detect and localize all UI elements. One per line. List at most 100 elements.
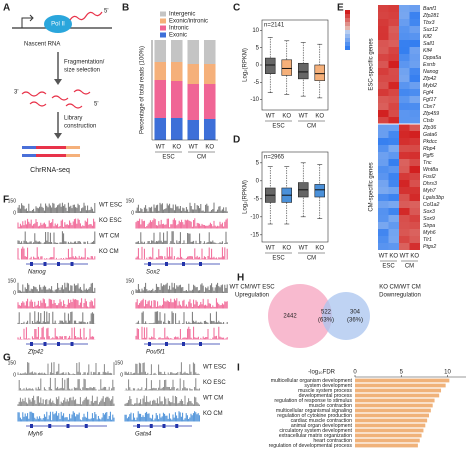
heatmap-cell: [388, 138, 399, 145]
signal-track: [17, 246, 96, 260]
heatmap-cell: [388, 166, 399, 173]
heatmap-cell: [388, 131, 399, 138]
heatmap-cell: [409, 159, 420, 166]
gene-label: Tnc: [423, 160, 432, 166]
heatmap-cell: [378, 173, 389, 180]
heatmap-cell: [378, 40, 389, 47]
x-tick-label: KO: [172, 145, 181, 151]
panel-letter: I: [237, 363, 240, 374]
y-tick-label: 5: [256, 160, 260, 166]
heatmap-cell: [409, 5, 420, 12]
legend-swatch: [160, 25, 166, 31]
heatmap-cell: [399, 61, 410, 68]
step-label: Library: [64, 116, 82, 122]
heatmap-cell: [378, 12, 389, 19]
heatmap-cell: [378, 152, 389, 159]
bar-segment: [187, 120, 200, 140]
heatmap-cell: [409, 180, 420, 187]
bar: [355, 418, 428, 423]
pol-label: Pol II: [51, 22, 65, 28]
heatmap-cell: [409, 26, 420, 33]
gene-label: Zfp281: [422, 13, 439, 19]
x-tick-label: WT: [266, 246, 276, 252]
box: [281, 59, 292, 76]
x-tick-label: KO: [282, 246, 291, 252]
exon: [199, 262, 202, 266]
heatmap-cell: [378, 117, 389, 124]
tss-head: [29, 14, 34, 22]
exon: [57, 262, 60, 266]
legend-label: Exonic: [169, 33, 187, 39]
group-label: CM: [405, 264, 414, 270]
heatmap-cell: [399, 96, 410, 103]
heatmap-cell: [378, 110, 389, 117]
heatmap-cell: [388, 40, 399, 47]
heatmap-cell: [399, 187, 410, 194]
heatmap-cell: [388, 5, 399, 12]
x-tick-label: KO: [315, 246, 324, 252]
gene-label: Myh7: [423, 188, 437, 194]
x-tick-label: WT: [156, 145, 166, 151]
heatmap-cell: [378, 138, 389, 145]
colorbar: [345, 42, 350, 46]
heatmap-cell: [378, 26, 389, 33]
colorbar: [345, 18, 350, 22]
heatmap-cell: [388, 159, 399, 166]
track-label: KO ESC: [99, 218, 122, 224]
gene-label: Sall1: [423, 41, 435, 47]
heatmap-cell: [399, 5, 410, 12]
heatmap-cell: [399, 33, 410, 40]
signal-track: [135, 282, 228, 293]
signal-track: [17, 326, 96, 340]
heatmap-cell: [388, 47, 399, 54]
category-label: multicellular organism development: [271, 378, 353, 384]
category-label: regulation of response to stimulus: [274, 398, 352, 404]
heatmap-cell: [378, 54, 389, 61]
colorbar: [345, 30, 350, 34]
gene-label: Zfp459: [422, 111, 439, 117]
gene-label: Esrrb: [423, 62, 436, 68]
nascent-rna: [69, 11, 103, 21]
bar: [355, 383, 446, 388]
heatmap-cell: [378, 159, 389, 166]
heatmap-cell: [378, 5, 389, 12]
x-tick-label: WT: [299, 246, 309, 252]
heatmap-cell: [409, 103, 420, 110]
gene-label: Zfp42: [422, 76, 436, 82]
exon: [149, 424, 153, 428]
column-label: KO: [389, 254, 398, 260]
gene-name: Nanog: [28, 270, 46, 276]
column-label: WT: [400, 254, 410, 260]
x-tick-label: KO: [282, 114, 291, 120]
category-label: extracellular matrix organization: [279, 433, 352, 439]
exon: [70, 262, 74, 266]
gene-label: Klf2: [423, 34, 432, 40]
venn-count: (63%): [318, 318, 334, 324]
scale-label: 150: [126, 278, 135, 284]
heatmap-cell: [409, 124, 420, 131]
axis-title: -log₁₀FDR: [308, 370, 336, 376]
y-tick-label: 0: [256, 63, 260, 69]
group-label: CM: [197, 155, 206, 161]
x-tick-label: WT: [189, 145, 199, 151]
legend-label: Intronic: [169, 26, 189, 32]
fragments: [21, 89, 91, 109]
heatmap-cell: [378, 19, 389, 26]
heatmap-cell: [388, 117, 399, 124]
gene-label: Myh6: [423, 230, 436, 236]
exon: [70, 342, 74, 346]
rna-end: 3': [14, 90, 18, 96]
gene-label: Sox9: [423, 216, 435, 222]
y-tick-label: -5: [254, 80, 260, 86]
signal-track: [17, 311, 96, 324]
heatmap-cell: [409, 208, 420, 215]
heatmap-cell: [388, 215, 399, 222]
heatmap-cell: [409, 229, 420, 236]
panel-letter: F: [3, 195, 9, 206]
y-tick-label: 10: [252, 28, 259, 34]
column-label: WT: [379, 254, 389, 260]
set-title: Upregulation: [235, 293, 269, 299]
heatmap-cell: [409, 201, 420, 208]
heatmap-cell: [399, 180, 410, 187]
venn-count: 2442: [283, 314, 297, 320]
